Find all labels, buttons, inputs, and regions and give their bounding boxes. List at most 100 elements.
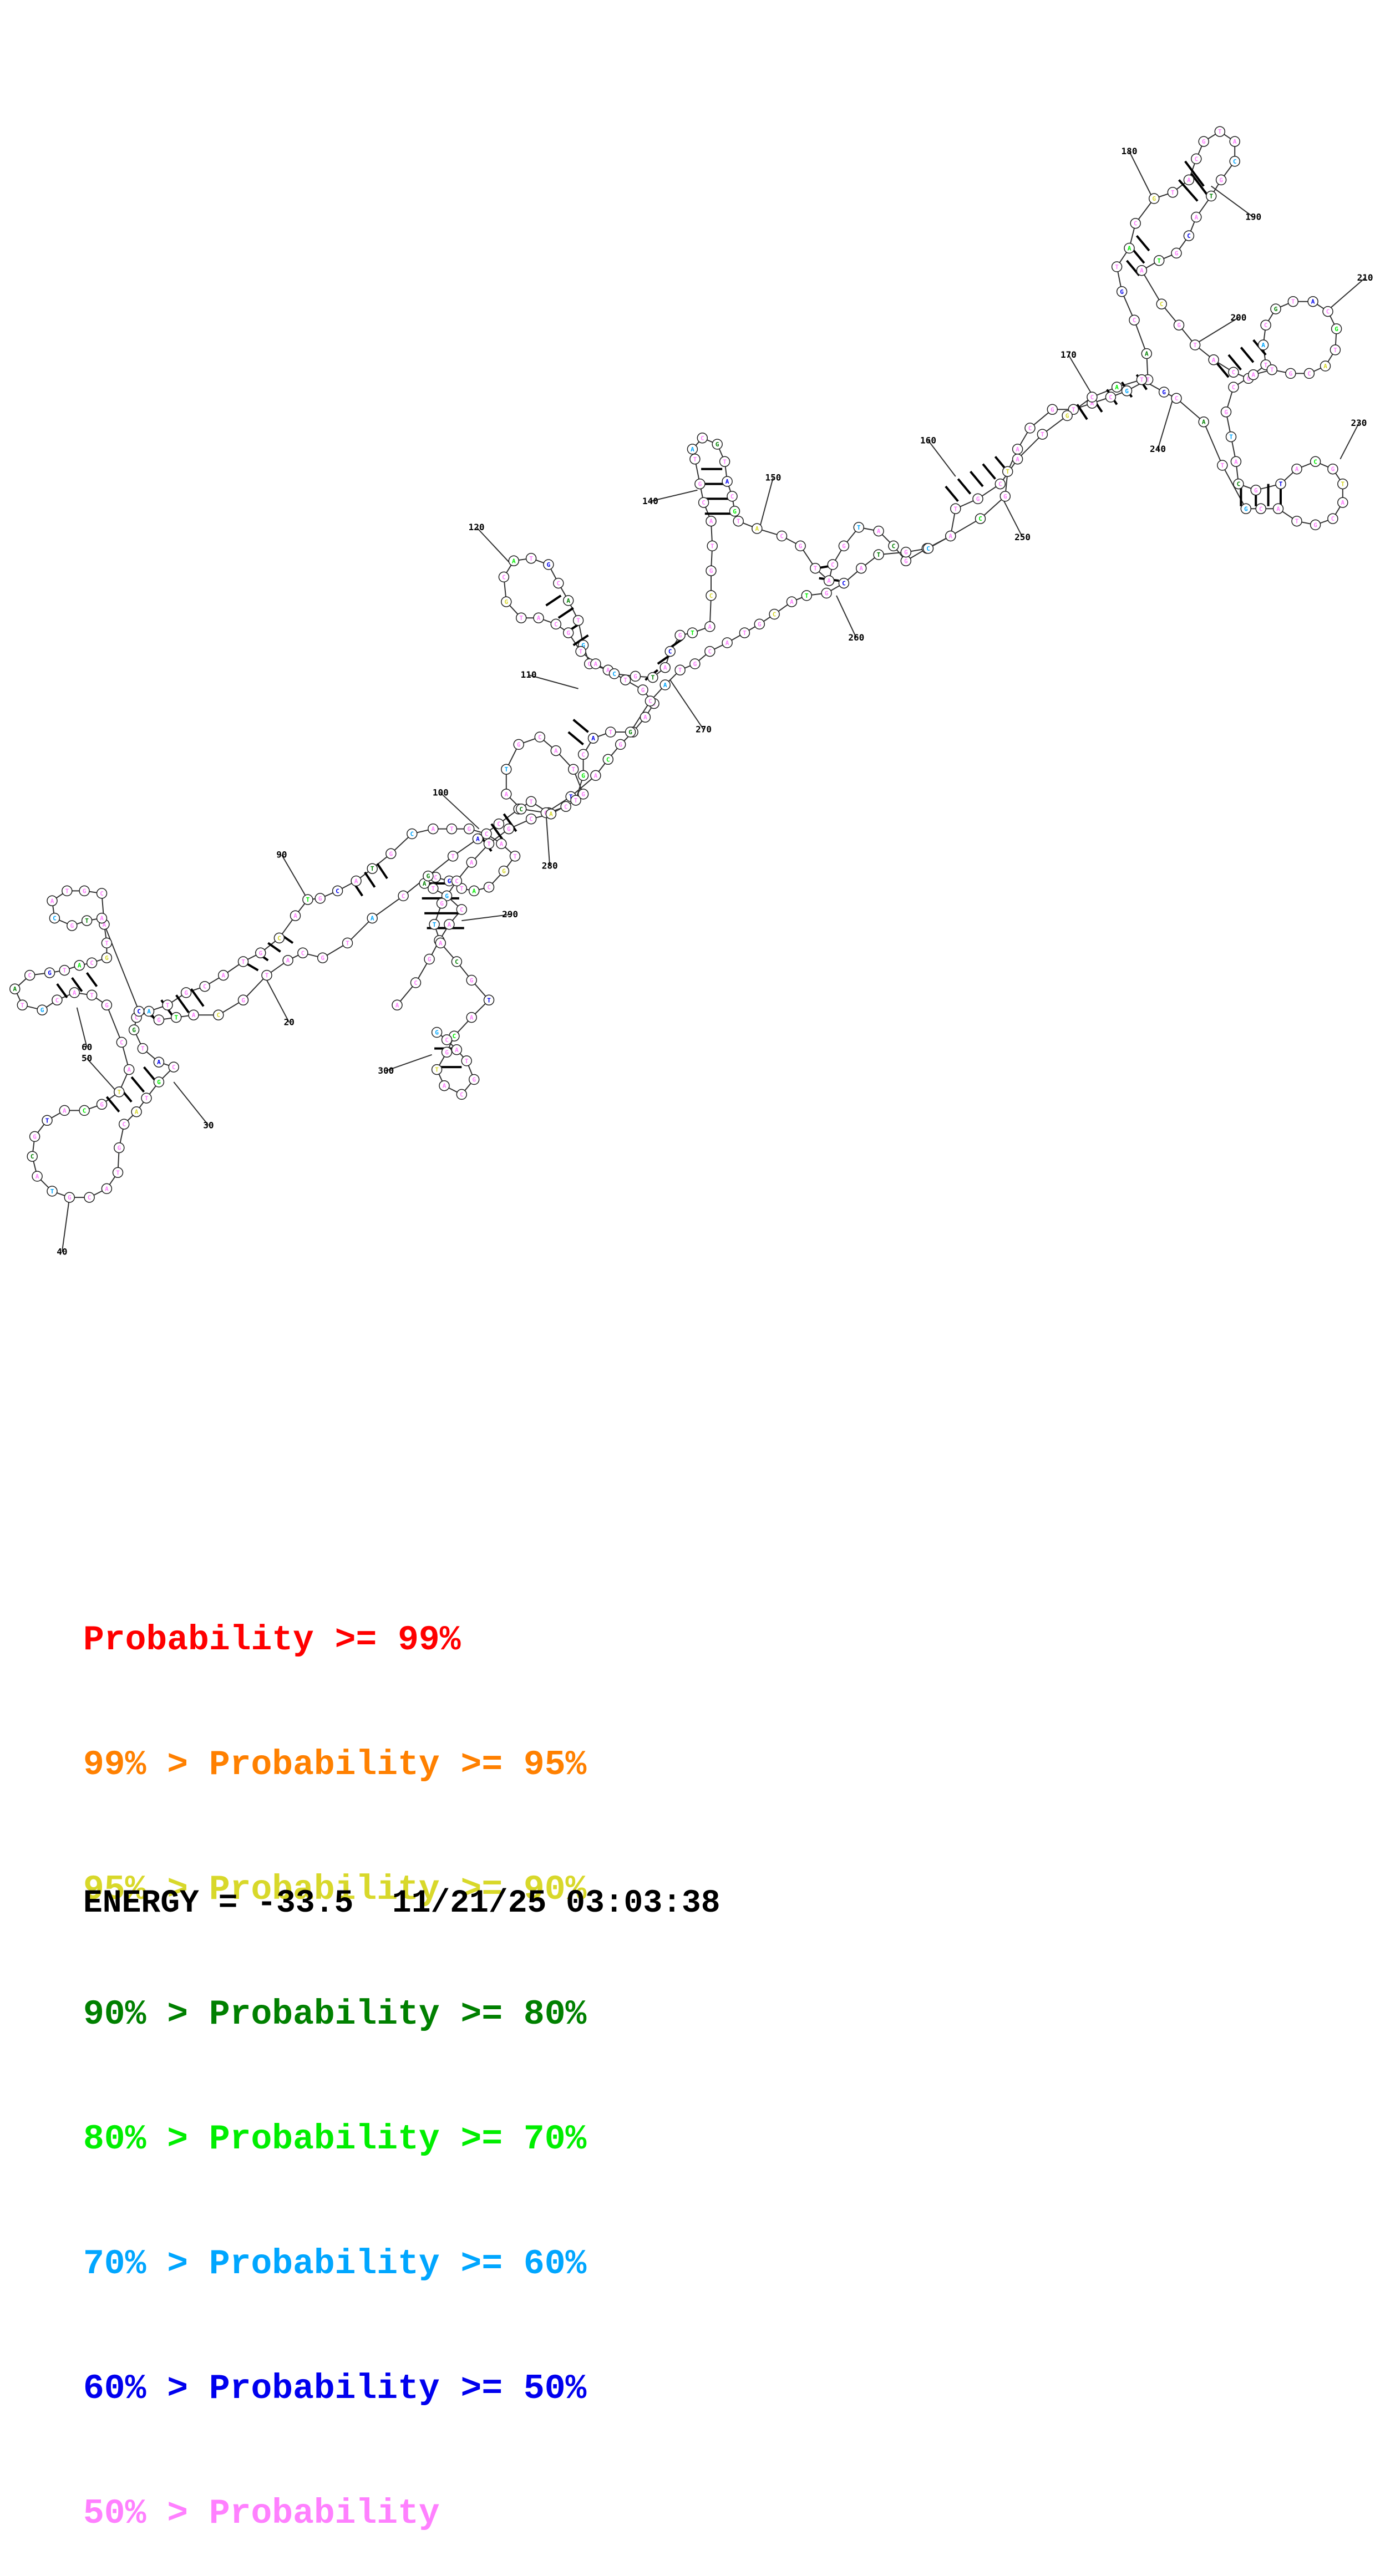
- nucleotide-circle: [827, 559, 839, 570]
- nucleotide-letter: T: [711, 542, 714, 550]
- base-pair-line: [267, 942, 281, 953]
- nucleotide-circle: [1183, 230, 1195, 241]
- base-pair-line: [190, 988, 205, 1007]
- nucleotide-circle: [213, 1009, 224, 1020]
- nucleotide-circle: [821, 587, 832, 599]
- nucleotide-circle: [273, 932, 285, 944]
- nucleotide-circle: [776, 530, 788, 542]
- nucleotide-circle: [255, 947, 266, 959]
- nucleotide-circle: [1024, 423, 1036, 434]
- nucleotide-letter: G: [40, 1007, 44, 1014]
- nucleotide-letter: A: [1341, 499, 1344, 506]
- nucleotide-letter: C: [1109, 394, 1113, 401]
- nucleotide-circle: [261, 969, 272, 981]
- position-label: 20: [284, 1017, 295, 1028]
- nucleotide-circle: [137, 1043, 149, 1054]
- nucleotide-circle: [855, 562, 867, 574]
- legend-text: Probability >= 60%: [209, 2244, 587, 2284]
- nucleotide-circle: [1337, 478, 1348, 490]
- nucleotide-circle: [47, 895, 58, 907]
- nucleotide-letter: T: [1291, 298, 1295, 306]
- nucleotide-circle: [112, 1167, 124, 1178]
- nucleotide-circle: [62, 885, 73, 897]
- nucleotide-letter: A: [1145, 350, 1149, 358]
- position-tick: [1193, 317, 1239, 346]
- position-tick: [86, 1058, 120, 1095]
- nucleotide-circle: [131, 1106, 142, 1117]
- nucleotide-circle: [1229, 156, 1240, 167]
- nucleotide-circle: [1141, 348, 1153, 359]
- position-label: 230: [1351, 418, 1367, 428]
- nucleotide-circle: [141, 1093, 152, 1104]
- nucleotide-letter: G: [581, 791, 585, 798]
- nucleotide-letter: T: [504, 766, 508, 773]
- nucleotide-letter: G: [83, 887, 87, 895]
- nucleotide-letter: A: [1323, 363, 1327, 370]
- nucleotide-letter: C: [135, 1014, 139, 1022]
- nucleotide-letter: A: [594, 660, 598, 668]
- nucleotide-letter: C: [1028, 425, 1032, 432]
- nucleotide-circle: [590, 770, 601, 781]
- nucleotide-letter: A: [859, 565, 863, 572]
- nucleotide-letter: G: [472, 1076, 476, 1084]
- legend-prefix: 80% >: [83, 2120, 209, 2159]
- nucleotide-letter: C: [402, 892, 405, 900]
- nucleotide-circle: [456, 883, 468, 894]
- nucleotide-letter: T: [141, 1045, 145, 1053]
- nucleotide-circle: [498, 865, 510, 877]
- nucleotide-letter: G: [1313, 521, 1317, 529]
- nucleotide-circle: [704, 621, 716, 632]
- nucleotide-circle: [1148, 193, 1160, 204]
- nucleotide-circle: [687, 627, 698, 638]
- nucleotide-letter: G: [547, 561, 551, 568]
- nucleotide-letter: G: [157, 1079, 161, 1086]
- nucleotide-letter: A: [1115, 384, 1119, 391]
- nucleotide-circle: [1208, 354, 1219, 365]
- nucleotide-letter: G: [904, 557, 908, 565]
- nucleotide-letter: T: [1157, 257, 1161, 265]
- nucleotide-letter: C: [1237, 481, 1241, 488]
- nucleotide-letter: A: [147, 1008, 151, 1015]
- nucleotide-letter: T: [241, 958, 245, 966]
- nucleotide-circle: [423, 870, 434, 882]
- nucleotide-circle: [428, 823, 439, 835]
- legend-line-p70: 80% > Probability >= 70%: [83, 2118, 586, 2160]
- nucleotide-circle: [1116, 286, 1128, 297]
- nucleotide-circle: [950, 503, 961, 515]
- nucleotide-circle: [754, 618, 765, 630]
- nucleotide-circle: [560, 801, 571, 812]
- nucleotide-circle: [128, 1024, 140, 1035]
- nucleotide-circle: [674, 664, 686, 675]
- nucleotide-circle: [114, 1142, 125, 1154]
- nucleotide-letter: A: [443, 1083, 447, 1090]
- nucleotide-letter: C: [410, 831, 414, 838]
- nucleotide-letter: A: [105, 1185, 109, 1192]
- nucleotide-circle: [1062, 410, 1073, 421]
- nucleotide-letter: T: [1218, 128, 1222, 135]
- nucleotide-circle: [543, 559, 554, 570]
- position-label: 150: [765, 472, 781, 482]
- nucleotide-circle: [1322, 306, 1333, 317]
- nucleotide-circle: [534, 731, 546, 743]
- nucleotide-letter: T: [737, 518, 740, 525]
- nucleotide-letter: A: [827, 577, 831, 585]
- nucleotide-letter: G: [504, 598, 508, 606]
- nucleotide-letter: T: [435, 1066, 439, 1074]
- nucleotide-letter: C: [842, 580, 846, 587]
- nucleotide-circle: [706, 590, 717, 601]
- nucleotide-letter: A: [1212, 357, 1216, 364]
- nucleotide-circle: [447, 851, 459, 862]
- legend-line-p60: 70% > Probability >= 60%: [83, 2243, 586, 2285]
- nucleotide-letter: C: [998, 481, 1002, 488]
- nucleotide-letter: T: [1295, 518, 1299, 525]
- nucleotide-letter: T: [723, 458, 727, 465]
- position-tick: [461, 913, 510, 922]
- nucleotide-circle: [101, 952, 113, 963]
- nucleotide-circle: [317, 952, 328, 963]
- nucleotide-letter: G: [633, 673, 637, 680]
- nucleotide-circle: [769, 608, 780, 620]
- legend-text: Probability >= 80%: [209, 1995, 587, 2034]
- nucleotide-circle: [37, 1004, 48, 1015]
- nucleotide-letter: A: [455, 1046, 459, 1054]
- nucleotide-circle: [567, 764, 579, 775]
